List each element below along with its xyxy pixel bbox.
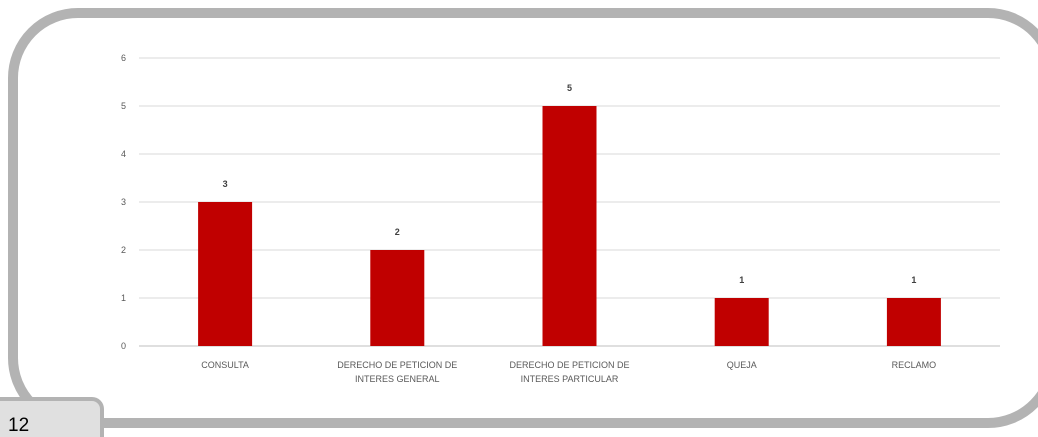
y-tick-label: 0: [121, 341, 126, 351]
category-label: DERECHO DE PETICION DE: [337, 360, 457, 370]
y-tick-label: 3: [121, 197, 126, 207]
data-label: 5: [567, 83, 572, 93]
category-label: DERECHO DE PETICION DE: [509, 360, 629, 370]
category-label: RECLAMO: [892, 360, 937, 370]
data-label: 2: [395, 227, 400, 237]
data-label: 1: [911, 275, 916, 285]
bar: [886, 298, 941, 346]
bar: [370, 250, 425, 346]
category-label: INTERES PARTICULAR: [521, 374, 619, 384]
category-label: INTERES GENERAL: [355, 374, 440, 384]
page-number-tab: 12: [0, 397, 104, 437]
bar: [542, 106, 597, 346]
chart-frame: [8, 8, 1038, 428]
y-tick-label: 6: [121, 53, 126, 63]
category-label: CONSULTA: [201, 360, 249, 370]
data-label: 1: [739, 275, 744, 285]
y-tick-label: 2: [121, 245, 126, 255]
y-tick-label: 5: [121, 101, 126, 111]
category-label: QUEJA: [727, 360, 757, 370]
y-tick-label: 4: [121, 149, 126, 159]
y-tick-label: 1: [121, 293, 126, 303]
data-label: 3: [223, 179, 228, 189]
bar: [198, 202, 253, 346]
page-number: 12: [8, 415, 30, 436]
bar: [714, 298, 769, 346]
